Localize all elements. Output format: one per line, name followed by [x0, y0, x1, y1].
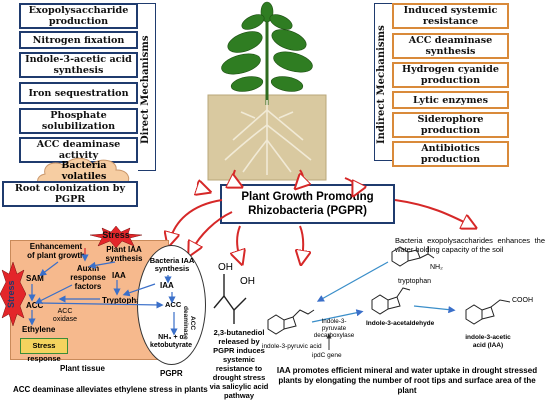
- tryptophan-chem-label: tryptophan: [398, 278, 432, 285]
- butanediol-text: 2,3-butanediol released by PGPR induces …: [209, 328, 269, 400]
- iaa-caption: IAA promotes efficient mineral and water…: [276, 366, 538, 395]
- direct-item-iaa: Indole-3-acetic acid synthesis: [19, 52, 138, 78]
- oh2-text: OH: [240, 276, 255, 287]
- direct-item-exopolysaccharide: Exopolysaccharide production: [19, 3, 138, 29]
- nh3-text: NH₃ + α ketobutyrate: [149, 334, 192, 349]
- indirect-item-siderophore: Siderophore production: [392, 112, 509, 138]
- acc-oxidase-text: ACC oxidase: [52, 308, 78, 323]
- stress-burst-top: [89, 226, 143, 248]
- bacteria-iaa-text: Bacteria IAA synthesis: [149, 256, 195, 273]
- butanediol-structure: [213, 274, 247, 324]
- plant-iaa-text: Plant IAA synthesis: [105, 245, 143, 263]
- auxin-text: Auxin response factors: [70, 264, 106, 291]
- acc-caption: ACC deaminase alleviates ethylene stress…: [13, 385, 208, 394]
- indirect-item-isr: Induced systemic resistance: [392, 3, 509, 29]
- root-colonization-box: Root colonization by PGPR: [2, 181, 138, 207]
- indirect-item-hcn: Hydrogen cyanide production: [392, 62, 509, 88]
- cooh-label: COOH: [512, 297, 533, 304]
- pyruvic-structure: [267, 309, 315, 335]
- indirect-item-antibiotics: Antibiotics production: [392, 141, 509, 167]
- indirect-bracket: [374, 3, 392, 161]
- acc-deaminase-label: ACC deaminase: [182, 306, 196, 340]
- pgpr-label: PGPR: [160, 369, 183, 378]
- eps-text: Bacteria exopolysaccharides enhances the…: [395, 236, 545, 254]
- ethylene-text: Ethylene: [22, 325, 56, 334]
- decarboxylase-label: Indole-3-pyruvate decarboxylase: [313, 318, 355, 339]
- acc2-text: ACC: [165, 300, 182, 309]
- roots: [224, 100, 312, 175]
- acc-text: ACC: [26, 301, 44, 310]
- nh2-label: NH₂: [430, 264, 443, 271]
- direct-item-iron: Iron sequestration: [19, 82, 138, 104]
- oh1-text: OH: [218, 262, 233, 273]
- iaa1-text: IAA: [112, 271, 126, 280]
- iaa2-text: IAA: [160, 281, 174, 290]
- acetaldehyde-structure: [371, 287, 411, 315]
- leaves: [221, 1, 313, 92]
- stress-response-box: Stress response: [20, 338, 68, 363]
- acetaldehyde-label: Indole-3-acetaldehyde: [366, 320, 435, 327]
- stress-top-label: Stress: [102, 230, 130, 240]
- plant-tissue-label: Plant tissue: [60, 364, 105, 373]
- iaa-structure: [465, 299, 511, 325]
- plant-illustration: [207, 1, 327, 181]
- direct-item-phosphate: Phosphate solubilization: [19, 108, 138, 134]
- pyruvic-label: indole-3-pyruvic acid: [262, 343, 322, 350]
- iaa-chem-label: indole-3-acetic acid (IAA): [465, 334, 511, 349]
- bacteria-volatiles-cloud: [37, 157, 130, 189]
- enhancement-text: Enhancement of plant growth: [27, 242, 85, 260]
- direct-bracket: [138, 3, 156, 171]
- tryptophan-panel-text: Tryptophan: [102, 296, 146, 305]
- indirect-item-lytic: Lytic enzymes: [392, 91, 509, 109]
- stress-burst-left: [0, 262, 26, 326]
- sam-text: SAM: [26, 274, 44, 283]
- tryptophan-structure: [391, 246, 435, 267]
- ipdc-label: ipdC gene: [312, 352, 342, 359]
- bacteria-volatiles-text: Bacteria volatiles: [61, 160, 107, 182]
- direct-item-nitrogen: Nitrogen fixation: [19, 31, 138, 49]
- direct-item-acc: ACC deaminase activity: [19, 137, 138, 163]
- indirect-item-acc: ACC deaminase synthesis: [392, 33, 509, 59]
